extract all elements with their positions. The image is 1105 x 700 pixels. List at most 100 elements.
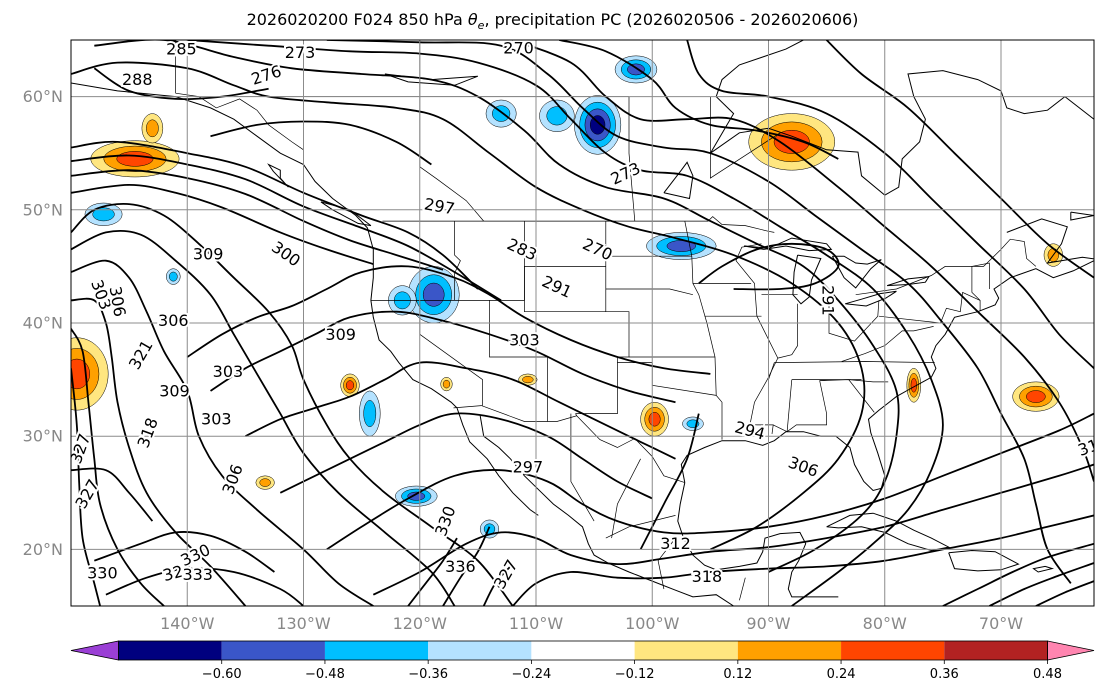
theta-e-isoline [71, 61, 866, 551]
coastline [479, 415, 734, 606]
contour-label: 336 [445, 557, 476, 576]
colorbar-swatch [428, 641, 532, 660]
longitude-tick-label: 130°W [276, 614, 331, 633]
colorbar-swatch [118, 641, 222, 660]
precip-blob [589, 115, 606, 135]
lake-outline [845, 290, 897, 307]
colorbar-frame [118, 640, 1048, 661]
longitude-tick-label: 140°W [160, 614, 215, 633]
lake-outline [831, 255, 882, 289]
colorbar-extend-low [70, 640, 119, 661]
political-border [739, 577, 746, 601]
precip-blob [1026, 390, 1046, 403]
longitude-tick-label: 120°W [393, 614, 448, 633]
political-border [489, 300, 548, 422]
latitude-labels: 60°N 50°N 40°N 30°N 20°N [23, 87, 63, 559]
theta-e-isoline [372, 463, 1094, 596]
precip-blob [627, 63, 645, 76]
colorbar-swatch [944, 641, 1048, 660]
precip-blob [92, 207, 115, 222]
theta-e-isoline [512, 40, 1094, 482]
political-border [657, 537, 676, 590]
contour-label: 309 [325, 325, 356, 344]
lake-outline [744, 237, 833, 252]
longitude-tick-label: 80°W [863, 614, 907, 633]
colorbar: −0.60 −0.48 −0.36 −0.24 −0.12 0.12 0.24 0.36 0.4… [70, 640, 1095, 682]
contour-label: 303 [201, 410, 232, 429]
theta-e-isoline [482, 565, 512, 606]
political-border [848, 379, 875, 413]
lake-outline [362, 29, 432, 38]
political-border [628, 96, 636, 222]
political-border [819, 379, 889, 383]
political-border [855, 238, 1037, 296]
colorbar-tick-label: −0.24 [511, 667, 551, 682]
contour-label: 330 [87, 564, 118, 583]
latitude-tick-label: 60°N [23, 87, 63, 106]
contour-label: 306 [158, 311, 189, 330]
coastline [948, 549, 1020, 572]
lake-outline [886, 275, 930, 287]
longitude-tick-label: 70°W [979, 614, 1023, 633]
colorbar-tick-label: 0.36 [930, 667, 959, 682]
political-border [454, 221, 461, 301]
theta-e-isoline [989, 562, 1094, 606]
contour-label: 309 [193, 244, 224, 263]
political-border [524, 221, 630, 414]
theta-e-isoline [93, 531, 275, 573]
colorbar-tick-label: −0.48 [305, 667, 345, 682]
political-border [710, 96, 781, 179]
precip-blob [648, 411, 661, 427]
colorbar-swatch [634, 641, 738, 660]
theta-e-isoline [326, 412, 1094, 551]
lake-outline [663, 161, 694, 200]
colorbar-swatch [531, 641, 635, 660]
coastline [320, 201, 372, 227]
theta-e-isoline [71, 368, 101, 606]
contour-label: 288 [122, 70, 153, 89]
contour-label: 297 [513, 457, 544, 476]
political-border [777, 303, 798, 359]
theta-e-isoline [210, 120, 432, 166]
precip-blob [146, 119, 159, 138]
political-border [768, 362, 775, 380]
latitude-tick-label: 50°N [23, 200, 63, 219]
theta-e-isoline [71, 229, 456, 606]
theta-e-isoline [407, 537, 458, 606]
political-border [575, 413, 578, 416]
political-border [841, 326, 934, 362]
political-border [175, 92, 304, 151]
colorbar-swatch [324, 641, 429, 660]
colorbar-swatch [737, 641, 842, 660]
precip-blob [442, 379, 451, 389]
political-border [878, 291, 981, 324]
theta-e-isoline [94, 40, 900, 573]
precip-blob [259, 478, 271, 487]
theta-e-isoline [825, 40, 1094, 279]
precip-blob [168, 271, 178, 282]
coastline [267, 163, 289, 188]
coastline [709, 40, 804, 154]
colorbar-extend-high [1047, 640, 1095, 661]
political-border [453, 405, 685, 483]
contour-label: 303 [509, 330, 540, 349]
precip-blob [345, 380, 355, 391]
precip-blob [116, 151, 154, 167]
colorbar-tick-label: 0.48 [1033, 667, 1062, 682]
coastline [710, 70, 1094, 196]
precip-blob [363, 400, 377, 428]
contour-label: 333 [182, 565, 213, 584]
colorbar-tick-label: 0.12 [723, 667, 752, 682]
precip-blob [422, 282, 445, 307]
theta-e-isoline [186, 265, 711, 375]
precip-blob [522, 376, 534, 384]
political-border [611, 458, 641, 539]
theta-e-isoline [442, 526, 491, 606]
coastlines-borders [71, 29, 1094, 606]
political-border [786, 379, 862, 432]
theta-e-isoline [71, 183, 374, 265]
theta-e-isoline [105, 567, 305, 606]
longitude-labels: 140°W 130°W 120°W 110°W 100°W 90°W 80°W 70°W [160, 614, 1023, 633]
longitude-tick-label: 90°W [746, 614, 790, 633]
